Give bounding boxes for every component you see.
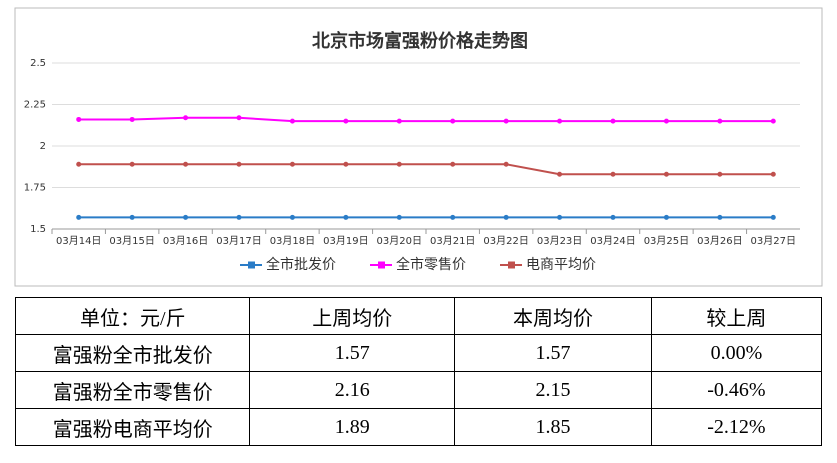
- point: [129, 116, 135, 122]
- table-cell: 1.57: [249, 334, 456, 372]
- chart: 北京市场富强粉价格走势图 1.5 1.75 2 2.25 2.5 03月14日 03月15日…: [14, 7, 823, 287]
- x-tick-label: 03月21日: [430, 235, 475, 247]
- point: [717, 118, 723, 124]
- legend-label: 全市批发价: [266, 256, 336, 273]
- point: [503, 214, 509, 220]
- table-cell: 1.89: [249, 408, 456, 446]
- table-cell: 2.15: [454, 371, 652, 409]
- point: [503, 161, 509, 167]
- x-tick-label: 03月14日: [56, 235, 101, 247]
- table-cell: 2.16: [249, 371, 456, 409]
- table-cell: -2.12%: [650, 408, 823, 446]
- point: [129, 161, 135, 167]
- y-tick-label: 2.25: [24, 100, 46, 111]
- point: [129, 214, 135, 220]
- x-tick-label: 03月18日: [270, 235, 315, 247]
- x-tick-label: 03月27日: [751, 235, 796, 247]
- point: [610, 214, 616, 220]
- point: [770, 171, 776, 177]
- point: [236, 115, 242, 121]
- x-tick-label: 03月26日: [697, 235, 742, 247]
- point: [557, 118, 563, 124]
- table-cell: 单位：元/斤: [14, 297, 251, 335]
- point: [343, 118, 349, 124]
- point: [343, 214, 349, 220]
- table-header: 单位：元/斤 上周均价 本周均价 较上周: [14, 297, 823, 335]
- point: [717, 214, 723, 220]
- point: [663, 171, 669, 177]
- y-tick-label: 1.75: [24, 183, 46, 194]
- table-cell: 较上周: [650, 297, 823, 335]
- point: [770, 214, 776, 220]
- legend-label: 全市零售价: [396, 256, 466, 273]
- table-cell: 富强粉电商平均价: [14, 408, 251, 446]
- y-tick-label: 2.5: [30, 58, 46, 69]
- point: [770, 118, 776, 124]
- series-line: [78, 116, 774, 123]
- legend-label: 电商平均价: [526, 257, 596, 273]
- x-tick-label: 03月22日: [483, 235, 528, 247]
- table-cell: 1.85: [454, 408, 652, 446]
- point: [76, 161, 82, 167]
- point: [76, 214, 82, 220]
- point: [503, 118, 509, 124]
- table-cell: 富强粉全市批发价: [14, 334, 251, 372]
- x-tick-label: 03月23日: [537, 235, 582, 247]
- point: [557, 171, 563, 177]
- point: [236, 161, 242, 167]
- table-row: 富强粉全市零售价 2.16 2.15 -0.46%: [14, 371, 823, 409]
- price-table: 单位：元/斤 上周均价 本周均价 较上周 富强粉全市批发价 1.57 1.57 0.00% 富强…: [14, 297, 823, 446]
- point: [610, 171, 616, 177]
- table-row: 富强粉全市批发价 1.57 1.57 0.00%: [14, 334, 823, 372]
- legend-marker: [508, 261, 515, 269]
- point: [289, 161, 295, 167]
- y-tick-label: 2: [40, 141, 46, 152]
- point: [663, 214, 669, 220]
- point: [450, 161, 456, 167]
- x-tick-label: 03月15日: [109, 235, 154, 247]
- point: [289, 214, 295, 220]
- table-cell: 1.57: [454, 334, 652, 372]
- table-cell: -0.46%: [650, 371, 823, 409]
- table-cell: 本周均价: [454, 297, 652, 335]
- point: [183, 115, 189, 121]
- point: [183, 214, 189, 220]
- table-cell: 0.00%: [650, 334, 823, 372]
- series-line: [78, 163, 774, 176]
- point: [663, 118, 669, 124]
- x-tick-label: 03月19日: [323, 235, 368, 247]
- point: [236, 214, 242, 220]
- x-tick-label: 03月24日: [590, 235, 635, 247]
- legend-marker: [248, 261, 255, 269]
- point: [557, 214, 563, 220]
- point: [450, 118, 456, 124]
- x-tick-label: 03月20日: [377, 235, 422, 247]
- point: [76, 116, 82, 122]
- point: [396, 214, 402, 220]
- table-row: 富强粉电商平均价 1.89 1.85 -2.12%: [14, 408, 823, 446]
- point: [396, 118, 402, 124]
- point: [343, 161, 349, 167]
- x-tick-label: 03月25日: [644, 235, 689, 247]
- point: [289, 118, 295, 124]
- x-tick-label: 03月17日: [216, 235, 261, 247]
- table-cell: 富强粉全市零售价: [14, 371, 251, 409]
- point: [396, 161, 402, 167]
- point: [717, 171, 723, 177]
- y-tick-label: 1.5: [30, 224, 46, 235]
- x-tick-label: 03月16日: [163, 235, 208, 247]
- point: [610, 118, 616, 124]
- chart-frame: [14, 7, 823, 287]
- legend-marker: [378, 261, 385, 269]
- point: [183, 161, 189, 167]
- point: [450, 214, 456, 220]
- table-cell: 上周均价: [249, 297, 456, 335]
- chart-title: 北京市场富强粉价格走势图: [312, 30, 528, 52]
